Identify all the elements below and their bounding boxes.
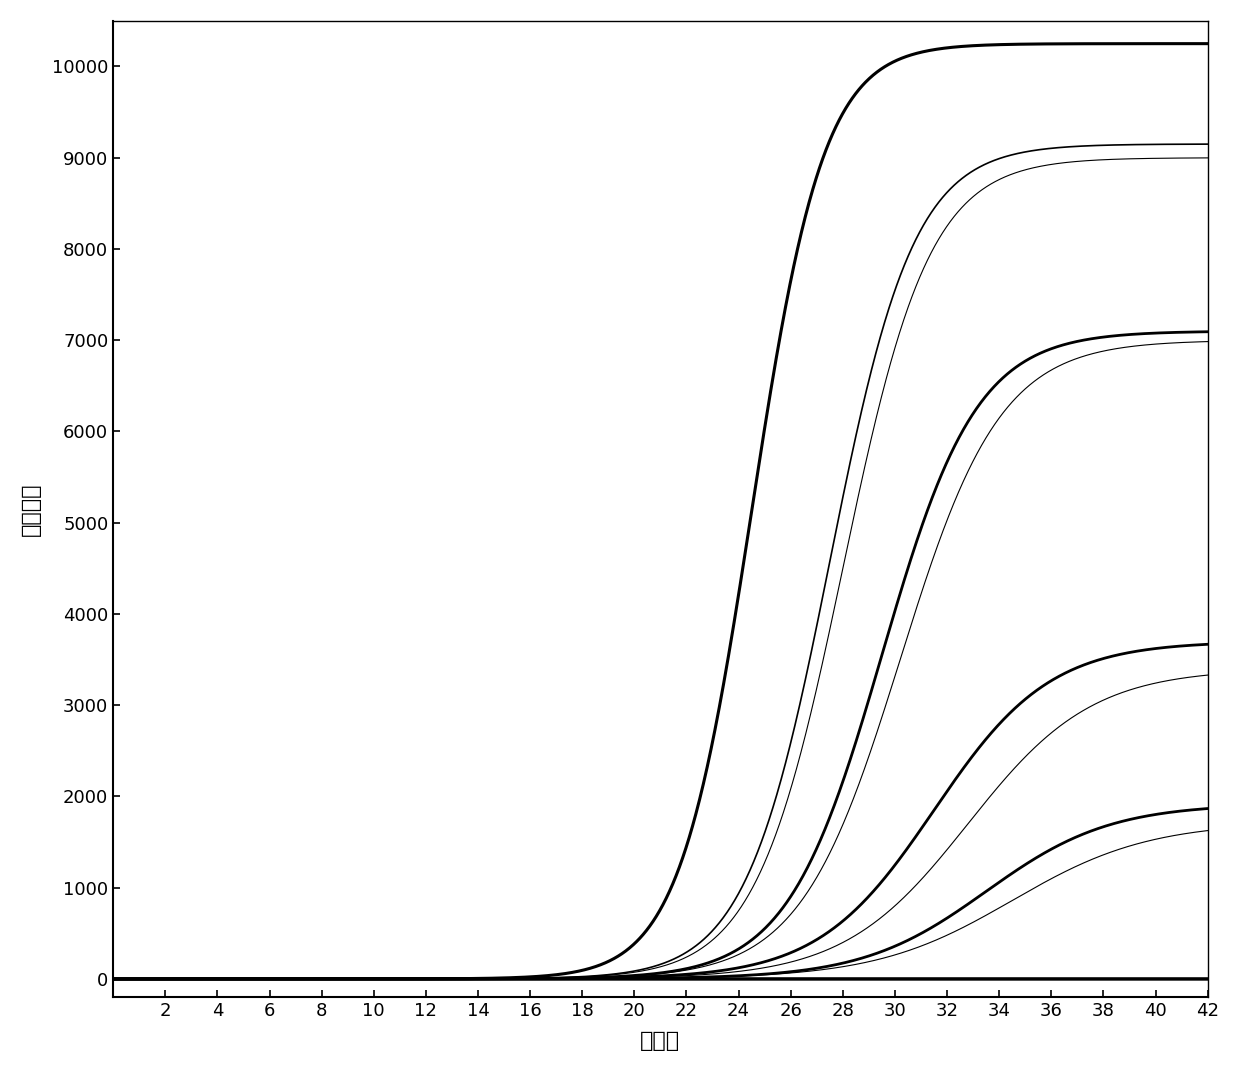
X-axis label: 循环数: 循环数 <box>640 1031 681 1052</box>
Y-axis label: 荧光强度: 荧光强度 <box>21 482 41 536</box>
